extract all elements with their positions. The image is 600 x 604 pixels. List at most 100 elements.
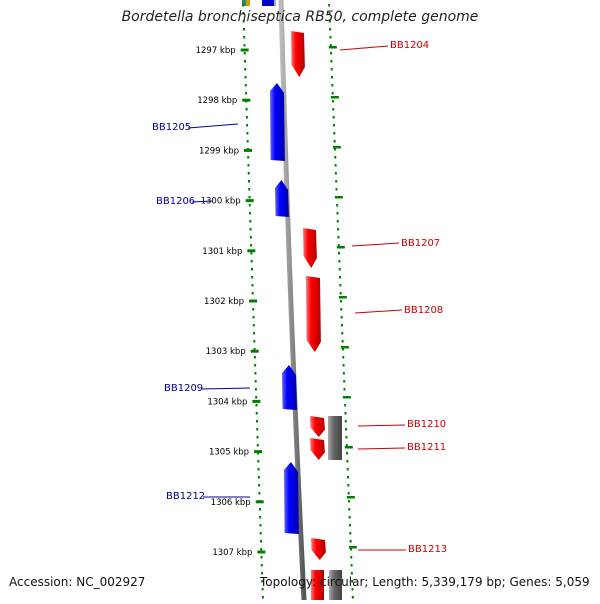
gene-label-leader	[191, 200, 213, 203]
dotted-guide-mark	[329, 44, 332, 47]
gene-label-bb1205: BB1205	[152, 122, 191, 133]
map-edge-fragment	[274, 0, 276, 6]
dotted-guide-mark	[256, 428, 259, 431]
dotted-guide-mark	[248, 204, 251, 207]
dotted-guide-mark	[247, 164, 250, 167]
dotted-guide-mark	[332, 124, 335, 127]
gene-label-leader	[357, 424, 406, 427]
accession-text: Accession: NC_002927	[9, 575, 146, 589]
dotted-guide-mark	[349, 540, 352, 543]
dotted-guide-mark	[337, 228, 340, 231]
gene-label-leader	[339, 45, 389, 51]
minor-tick-mark	[334, 196, 343, 199]
dotted-guide-mark	[333, 140, 336, 143]
dotted-guide-mark	[333, 148, 336, 151]
gene-label-bb1209: BB1209	[164, 383, 203, 394]
dotted-guide-mark	[259, 516, 262, 519]
topology-text: Topology: circular; Length: 5,339,179 bp…	[260, 575, 590, 589]
tick-label: 1307 kbp	[212, 548, 252, 558]
dotted-guide-mark	[346, 460, 349, 463]
dotted-guide-mark	[350, 572, 353, 575]
dotted-guide-mark	[347, 484, 350, 487]
dotted-guide-mark	[351, 588, 354, 591]
dotted-guide-mark	[351, 580, 354, 583]
dotted-guide-mark	[340, 300, 342, 303]
dotted-guide-mark	[245, 92, 248, 95]
dotted-guide-mark	[261, 596, 264, 599]
dotted-guide-mark	[334, 172, 337, 175]
dotted-guide-mark	[259, 532, 262, 535]
dotted-guide-mark	[253, 340, 256, 343]
gene-arrow-bb1210	[310, 416, 325, 437]
gene-arrow-bb1207	[303, 228, 317, 268]
dotted-guide-mark	[257, 460, 260, 463]
dotted-guide-mark	[255, 396, 258, 399]
dotted-guide-mark	[249, 212, 252, 215]
tick-label: 1297 kbp	[196, 46, 236, 56]
minor-tick-mark	[332, 146, 341, 149]
tick-mark	[242, 98, 251, 102]
dotted-guide-mark	[253, 356, 256, 359]
dotted-guide-mark	[260, 548, 263, 551]
dotted-guide-mark	[331, 76, 334, 79]
dotted-guide-mark	[337, 244, 340, 247]
tick-mark	[252, 399, 261, 403]
dotted-guide-mark	[260, 540, 262, 543]
dotted-guide-mark	[345, 436, 348, 439]
dotted-guide-mark	[261, 572, 264, 575]
gene-label-leader	[357, 447, 406, 450]
dotted-guide-mark	[245, 116, 248, 119]
dotted-guide-mark	[329, 28, 332, 31]
dotted-guide-mark	[254, 372, 257, 375]
dotted-guide-mark	[339, 292, 342, 295]
dotted-guide-mark	[258, 484, 261, 487]
dotted-guide-mark	[350, 556, 353, 559]
dotted-guide-mark	[331, 84, 334, 87]
dotted-guide-mark	[334, 156, 337, 159]
minor-tick-mark	[330, 96, 339, 99]
map-edge-fragment	[246, 0, 250, 6]
dotted-guide-mark	[343, 388, 346, 391]
dotted-guide-mark	[341, 348, 344, 351]
dotted-guide-mark	[340, 316, 343, 319]
tick-mark	[254, 450, 263, 454]
tick-mark	[255, 500, 264, 504]
dotted-guide-mark	[339, 276, 342, 279]
dotted-guide-mark	[328, 4, 331, 7]
dotted-guide-mark	[257, 468, 260, 471]
tick-mark	[240, 48, 249, 52]
dotted-guide-mark	[254, 388, 257, 391]
tick-mark	[247, 249, 256, 253]
minor-tick-mark	[342, 396, 351, 399]
dotted-guide-mark	[342, 372, 345, 375]
gene-label-bb1206: BB1206	[156, 196, 195, 207]
dotted-guide-mark	[336, 204, 339, 207]
dotted-guide-mark	[258, 492, 261, 495]
gene-arrow-bb1211	[310, 438, 325, 460]
tick-mark	[245, 199, 254, 203]
gene-arrow-bb1204	[291, 31, 305, 77]
dotted-guide-mark	[260, 556, 263, 559]
minor-tick-mark	[348, 546, 357, 549]
dotted-guide-mark	[246, 124, 249, 127]
dotted-guide-mark	[248, 180, 250, 183]
tick-label: 1298 kbp	[197, 96, 237, 106]
dotted-guide-mark	[338, 268, 341, 271]
dotted-guide-mark	[250, 244, 253, 247]
tick-mark	[244, 148, 253, 152]
gene-label-bb1213: BB1213	[408, 544, 447, 555]
dotted-guide-mark	[246, 140, 249, 143]
genome-backbone	[278, 0, 307, 601]
dotted-guide-mark	[350, 564, 353, 567]
tick-label: 1299 kbp	[199, 146, 239, 156]
map-edge-fragment	[242, 0, 246, 6]
dotted-guide-mark	[251, 276, 254, 279]
tick-label: 1303 kbp	[206, 347, 246, 357]
dotted-guide-mark	[338, 252, 341, 255]
dotted-guide-mark	[242, 20, 245, 23]
dotted-guide-mark	[332, 100, 334, 103]
minor-tick-mark	[344, 446, 353, 449]
dotted-guide-mark	[345, 444, 348, 447]
